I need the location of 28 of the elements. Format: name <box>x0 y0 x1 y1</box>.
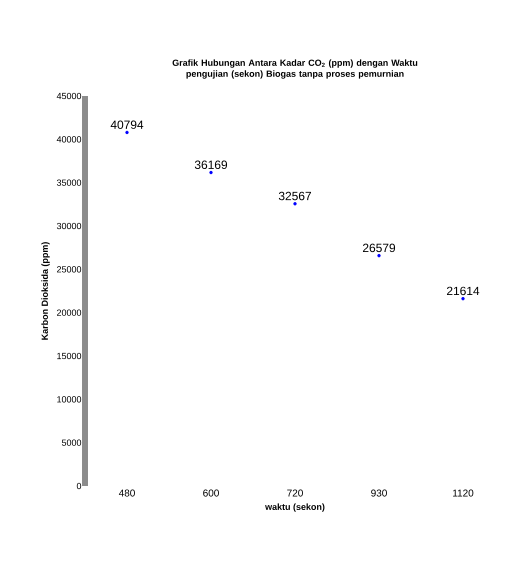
y-tick-label: 25000 <box>57 266 82 273</box>
point <box>125 130 129 134</box>
x-tick-label: 720 <box>287 490 303 497</box>
y-axis-title: Karbon Dioksida (ppm) <box>41 242 50 340</box>
point <box>209 170 213 174</box>
data-label: 26579 <box>362 244 396 252</box>
point <box>377 254 381 258</box>
x-tick-label: 480 <box>118 490 135 497</box>
y-tick-label: 0 <box>76 482 82 490</box>
y-tick-label: 35000 <box>56 179 82 186</box>
y-tick-label: 45000 <box>56 92 82 100</box>
x-tick-label: 930 <box>371 490 387 497</box>
chart-title: Grafik Hubungan Antara Kadar CO$_{2}$ (ppm) dengan Waktu pengujian (sekon) Biogas tanpa proses pemurnian <box>172 59 418 79</box>
y-tick-label: 10000 <box>57 396 82 403</box>
data-label: 36169 <box>194 160 228 170</box>
x-tick-label: 600 <box>203 490 219 497</box>
x-axis-title: waktu (sekon) <box>265 503 324 512</box>
y-tick-label: 40000 <box>56 136 82 143</box>
point <box>461 296 465 300</box>
y-tick-label: 5000 <box>62 439 82 446</box>
y-tick-label: 30000 <box>56 222 82 230</box>
data-label: 21614 <box>446 286 480 296</box>
data-label: 32567 <box>278 192 312 200</box>
y-tick-label: 15000 <box>57 352 82 360</box>
x-tick-label: 1120 <box>453 490 474 497</box>
y-tick-label: 20000 <box>57 309 82 316</box>
data-label: 40794 <box>110 120 144 129</box>
point <box>293 202 297 206</box>
